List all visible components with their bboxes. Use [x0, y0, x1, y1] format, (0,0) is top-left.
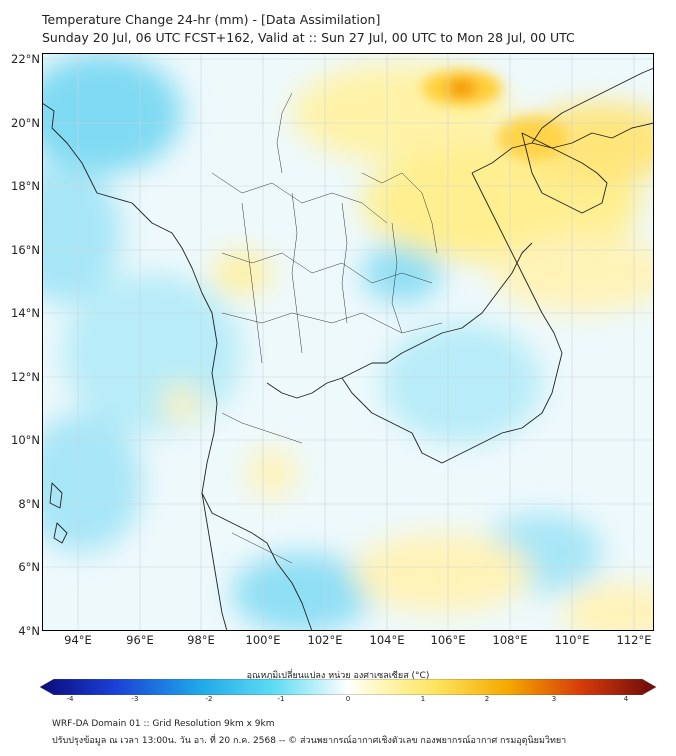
- colorbar-tick: -3: [131, 695, 139, 703]
- lon-label: 104°E: [369, 633, 405, 647]
- chart-title: Temperature Change 24-hr (mm) - [Data As…: [42, 12, 381, 27]
- lat-label: 10°N: [11, 433, 40, 447]
- lat-label: 6°N: [18, 560, 40, 574]
- lon-label: 100°E: [245, 633, 281, 647]
- lon-label: 106°E: [430, 633, 466, 647]
- map-area: [42, 53, 654, 631]
- lon-label: 98°E: [187, 633, 215, 647]
- colorbar-tick: 4: [623, 695, 629, 703]
- lon-label: 110°E: [554, 633, 590, 647]
- map-border: [42, 53, 654, 631]
- temperature-field: [42, 53, 654, 631]
- colorbar-tick: -1: [277, 695, 285, 703]
- chart-subtitle: Sunday 20 Jul, 06 UTC FCST+162, Valid at…: [42, 30, 575, 45]
- colorbar-tick: 2: [484, 695, 490, 703]
- colorbar-title: อุณหภูมิเปลี่ยนแปลง หน่วย องศาเซลเซียส (…: [246, 671, 430, 681]
- colorbar-tick: -4: [66, 695, 74, 703]
- lat-label: 14°N: [11, 306, 40, 320]
- colorbar-tick: 0: [345, 695, 351, 703]
- lat-label: 18°N: [11, 179, 40, 193]
- colorbar: [40, 679, 656, 695]
- lat-label: 12°N: [11, 370, 40, 384]
- lat-label: 16°N: [11, 243, 40, 257]
- lon-label: 94°E: [64, 633, 92, 647]
- footer-model-info: WRF-DA Domain 01 :: Grid Resolution 9km …: [52, 719, 275, 729]
- lon-label: 112°E: [616, 633, 652, 647]
- map-grid: [42, 53, 654, 631]
- lat-label: 4°N: [18, 624, 40, 638]
- province-borders: [211, 92, 443, 564]
- footer-credit: ปรับปรุงข้อมูล ณ เวลา 13:00น. วัน อา. ที…: [52, 736, 567, 746]
- lat-label: 22°N: [11, 52, 40, 66]
- colorbar-tick: 3: [551, 695, 557, 703]
- colorbar-tick: 1: [420, 695, 426, 703]
- lon-label: 102°E: [307, 633, 343, 647]
- lat-label: 20°N: [11, 116, 40, 130]
- coastline: [42, 67, 654, 631]
- lon-label: 108°E: [492, 633, 528, 647]
- colorbar-tick: -2: [205, 695, 213, 703]
- lon-label: 96°E: [126, 633, 154, 647]
- lat-label: 8°N: [18, 497, 40, 511]
